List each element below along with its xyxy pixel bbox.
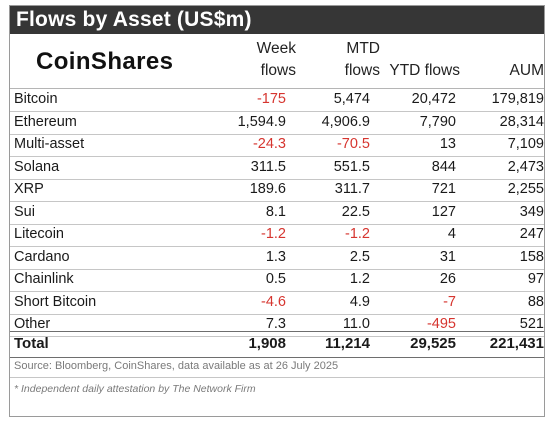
ytd-flows-value: -495	[426, 316, 456, 332]
week-flows-value: 311.5	[250, 158, 286, 175]
ytd-flows-value: 721	[431, 181, 456, 197]
mtd-flows-value: 2.5	[349, 248, 370, 265]
table-row: Other 7.3 11.0 -495 521	[10, 313, 544, 337]
attestation-footnote: * Independent daily attestation by The N…	[14, 383, 256, 395]
header-mtd-flows: MTD flows	[344, 40, 380, 79]
total-mtd-flows: 11,214	[324, 335, 370, 352]
aum-value: 28,314	[499, 113, 544, 130]
asset-name: Other	[14, 316, 51, 332]
ytd-flows-value: 127	[431, 203, 456, 220]
header-week-flows: Week flows	[256, 40, 296, 79]
ytd-flows-value: 844	[431, 158, 456, 175]
coinshares-logo: CoinShares	[36, 48, 174, 75]
header-aum: AUM	[509, 62, 544, 79]
week-flows-value: 1,594.9	[237, 113, 286, 130]
asset-name: Short Bitcoin	[14, 293, 97, 310]
table-row: Short Bitcoin -4.6 4.9 -7 88	[10, 291, 544, 315]
asset-name: Solana	[14, 158, 60, 175]
aum-value: 97	[527, 271, 544, 287]
aum-value: 247	[519, 226, 544, 242]
ytd-flows-value: -7	[443, 293, 456, 310]
table-row: Cardano 1.3 2.5 31 158	[10, 246, 544, 270]
table-row: Solana 311.5 551.5 844 2,473	[10, 156, 544, 180]
aum-value: 158	[519, 248, 544, 265]
total-row: Total 1,908 11,214 29,525 221,431	[10, 331, 544, 358]
asset-name: Litecoin	[14, 226, 64, 242]
week-flows-value: 7.3	[265, 316, 286, 332]
asset-name: Cardano	[14, 248, 70, 265]
mtd-flows-value: 5,474	[333, 91, 370, 107]
week-flows-value: -1.2	[261, 226, 286, 242]
source-note: Source: Bloomberg, CoinShares, data avai…	[14, 360, 339, 372]
header-ytd-flows: YTD flows	[389, 62, 460, 79]
asset-name: Ethereum	[14, 113, 77, 130]
total-label: Total	[14, 335, 49, 352]
week-flows-value: -4.6	[261, 293, 286, 310]
divider	[10, 377, 544, 378]
asset-name: Multi-asset	[14, 136, 85, 152]
table-row: Litecoin -1.2 -1.2 4 247	[10, 223, 544, 247]
ytd-flows-value: 13	[439, 136, 456, 152]
table-header: CoinShares Week flows MTD flows YTD flow…	[10, 34, 544, 89]
table-row: Multi-asset -24.3 -70.5 13 7,109	[10, 133, 544, 157]
week-flows-value: 1.3	[265, 248, 286, 265]
mtd-flows-value: -70.5	[336, 136, 370, 152]
title-bar: Flows by Asset (US$m)	[10, 6, 544, 34]
aum-value: 88	[527, 293, 544, 310]
total-aum: 221,431	[489, 335, 544, 352]
week-flows-value: 8.1	[265, 203, 286, 220]
ytd-flows-value: 20,472	[411, 91, 456, 107]
table-row: Bitcoin -175 5,474 20,472 179,819	[10, 88, 544, 112]
week-flows-value: 0.5	[265, 271, 286, 287]
mtd-flows-value: 4,906.9	[321, 113, 370, 130]
aum-value: 179,819	[491, 91, 544, 107]
mtd-flows-value: -1.2	[345, 226, 370, 242]
asset-name: Sui	[14, 203, 35, 220]
week-flows-value: 189.6	[249, 181, 286, 197]
ytd-flows-value: 26	[439, 271, 456, 287]
aum-value: 2,473	[507, 158, 544, 175]
ytd-flows-value: 4	[447, 226, 456, 242]
flows-table-card: Flows by Asset (US$m) CoinShares Week fl…	[9, 5, 545, 417]
mtd-flows-value: 551.5	[333, 158, 370, 175]
mtd-flows-value: 11.0	[342, 316, 370, 332]
aum-value: 7,109	[507, 136, 544, 152]
aum-value: 521	[519, 316, 544, 332]
aum-value: 349	[519, 203, 544, 220]
ytd-flows-value: 31	[439, 248, 456, 265]
total-ytd-flows: 29,525	[410, 335, 456, 352]
table-row: Ethereum 1,594.9 4,906.9 7,790 28,314	[10, 111, 544, 135]
table-title: Flows by Asset (US$m)	[16, 8, 252, 31]
table-row: Chainlink 0.5 1.2 26 97	[10, 268, 544, 292]
asset-name: Bitcoin	[14, 91, 58, 107]
mtd-flows-value: 22.5	[341, 203, 370, 220]
week-flows-value: -24.3	[252, 136, 286, 152]
mtd-flows-value: 311.7	[334, 181, 370, 197]
week-flows-value: -175	[256, 91, 286, 107]
table-row: Sui 8.1 22.5 127 349	[10, 201, 544, 225]
ytd-flows-value: 7,790	[419, 113, 456, 130]
aum-value: 2,255	[507, 181, 544, 197]
table-row: XRP 189.6 311.7 721 2,255	[10, 178, 544, 202]
asset-name: XRP	[14, 181, 44, 197]
asset-name: Chainlink	[14, 271, 74, 287]
mtd-flows-value: 1.2	[349, 271, 370, 287]
total-week-flows: 1,908	[248, 335, 286, 352]
mtd-flows-value: 4.9	[349, 293, 370, 310]
